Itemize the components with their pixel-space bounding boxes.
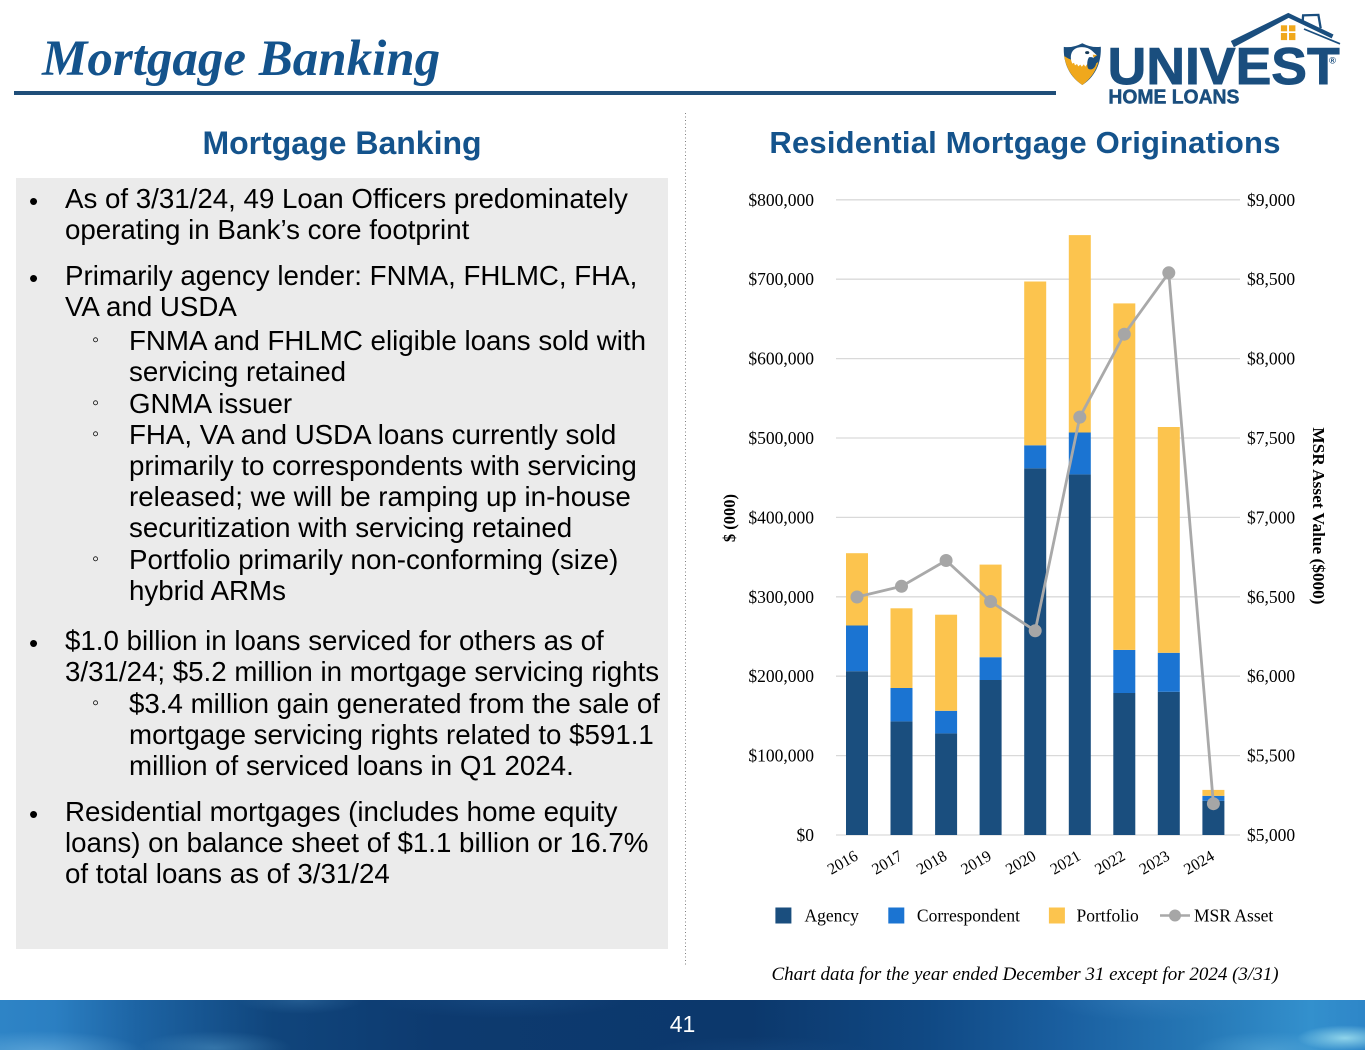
svg-text:MSR Asset: MSR Asset	[1194, 906, 1273, 926]
svg-text:Agency: Agency	[805, 906, 860, 926]
svg-text:2021: 2021	[1048, 848, 1084, 879]
svg-text:2016: 2016	[825, 848, 861, 879]
svg-text:$400,000: $400,000	[748, 507, 814, 527]
svg-text:$8,500: $8,500	[1247, 269, 1295, 289]
svg-text:2017: 2017	[869, 848, 905, 879]
svg-text:Portfolio: Portfolio	[1077, 906, 1139, 926]
svg-text:®: ®	[1329, 56, 1336, 67]
svg-text:MSR Asset Value ($000): MSR Asset Value ($000)	[1309, 427, 1328, 604]
svg-text:$6,500: $6,500	[1247, 587, 1295, 607]
svg-text:$9,000: $9,000	[1247, 190, 1295, 210]
svg-text:$ (000): $ (000)	[720, 494, 739, 542]
svg-text:Correspondent: Correspondent	[917, 906, 1020, 926]
svg-text:2020: 2020	[1003, 848, 1039, 879]
svg-text:$300,000: $300,000	[748, 587, 814, 607]
svg-text:2022: 2022	[1092, 848, 1128, 879]
svg-text:$600,000: $600,000	[748, 349, 814, 369]
svg-text:$100,000: $100,000	[748, 746, 814, 766]
svg-text:$200,000: $200,000	[748, 666, 814, 686]
svg-text:$700,000: $700,000	[748, 269, 814, 289]
svg-text:$0: $0	[797, 825, 815, 845]
svg-text:$5,500: $5,500	[1247, 746, 1295, 766]
svg-text:2019: 2019	[958, 848, 994, 879]
svg-text:2018: 2018	[914, 848, 950, 879]
svg-text:2023: 2023	[1137, 848, 1173, 879]
svg-text:$8,000: $8,000	[1247, 349, 1295, 369]
svg-text:$5,000: $5,000	[1247, 825, 1295, 845]
svg-text:$6,000: $6,000	[1247, 666, 1295, 686]
svg-text:$800,000: $800,000	[748, 190, 814, 210]
svg-text:HOME LOANS: HOME LOANS	[1108, 86, 1239, 109]
svg-text:UNIVEST: UNIVEST	[1108, 38, 1340, 96]
svg-text:Chart data for the year ended: Chart data for the year ended December 3…	[771, 964, 1278, 985]
svg-text:$500,000: $500,000	[748, 428, 814, 448]
svg-text:$7,000: $7,000	[1247, 507, 1295, 527]
svg-text:2024: 2024	[1181, 848, 1217, 879]
svg-text:$7,500: $7,500	[1247, 428, 1295, 448]
